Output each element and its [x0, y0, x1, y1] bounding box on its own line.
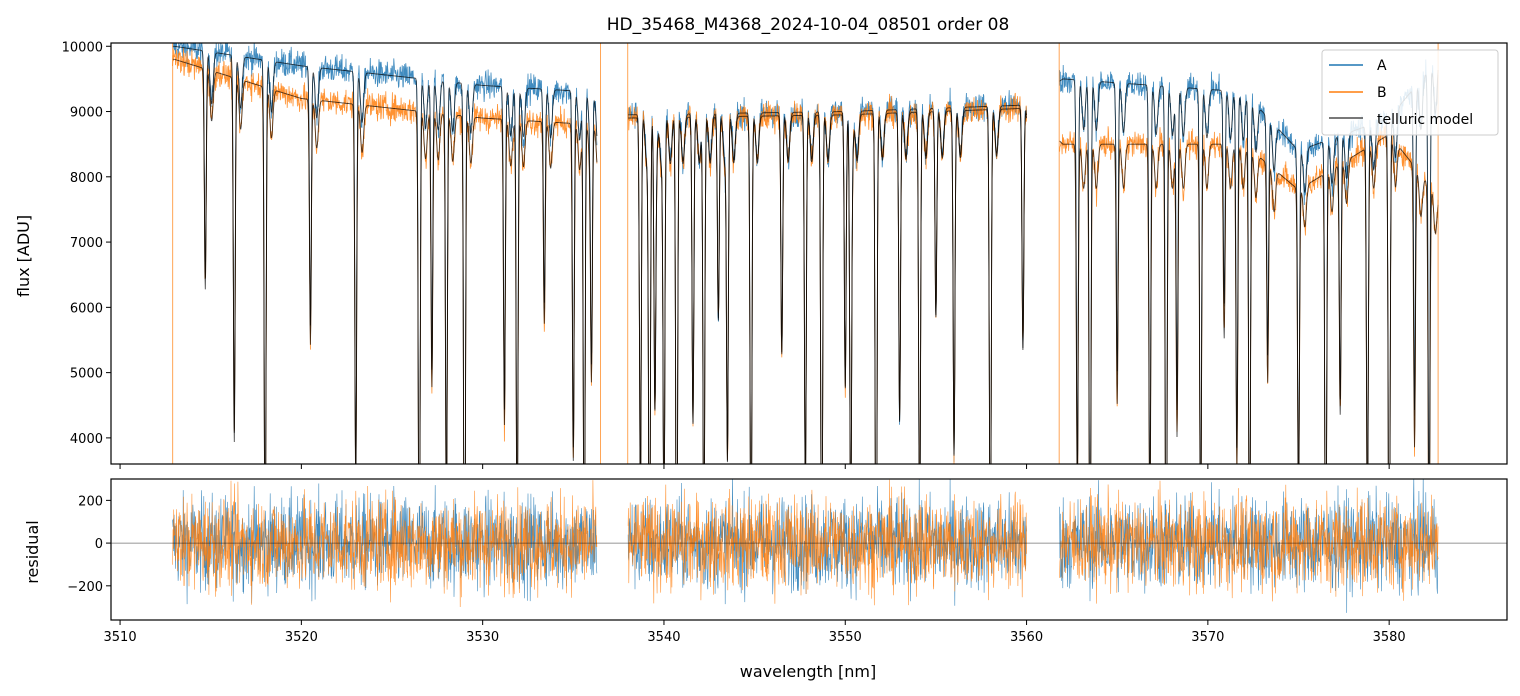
residual-y-ticks: −200 0 200	[67, 494, 111, 595]
residual-x-tick-label-6: 3570	[1191, 630, 1224, 645]
residual-y-axis-title: residual	[23, 520, 42, 583]
plot-title: HD_35468_M4368_2024-10-04_08501 order 08	[607, 15, 1010, 35]
residual-x-tick-label-3: 3540	[647, 630, 680, 645]
flux-y-ticks: 4000 5000 6000 7000 8000 9000 10000	[62, 40, 111, 447]
residual-x-tick-label-5: 3560	[1010, 630, 1043, 645]
series-b-residual-line	[172, 479, 1439, 608]
flux-series-group	[172, 43, 1439, 464]
flux-y-tick-label-5: 9000	[70, 106, 103, 121]
residual-y-tick-label-2: 200	[78, 494, 103, 509]
legend-box	[1321, 49, 1499, 136]
flux-y-tick-label-0: 4000	[70, 432, 103, 447]
flux-y-axis-title: flux [ADU]	[14, 215, 33, 297]
residual-y-tick-label-0: −200	[67, 580, 103, 595]
flux-x-ticks	[119, 464, 1390, 469]
residual-y-tick-label-1: 0	[95, 537, 103, 552]
legend: A B telluric model	[1321, 49, 1499, 136]
residual-x-ticks: 3510 3520 3530 3540 3550 3560 3570 3580	[104, 620, 1406, 645]
flux-axes-frame	[110, 42, 1508, 465]
flux-panel: 4000 5000 6000 7000 8000 9000 10000 flux [ADU]	[14, 40, 1508, 469]
legend-label-b: B	[1377, 85, 1387, 101]
x-axis-title: wavelength [nm]	[740, 662, 877, 681]
residual-panel: 3510 3520 3530 3540 3550 3560 3570 3580 −200 0 20…	[23, 478, 1508, 681]
flux-y-tick-label-6: 10000	[62, 40, 103, 55]
flux-y-tick-label-3: 7000	[70, 236, 103, 251]
telluric-model-line-b	[172, 58, 1439, 464]
residual-x-tick-label-1: 3520	[285, 630, 318, 645]
flux-y-tick-label-1: 5000	[70, 367, 103, 382]
residual-x-tick-label-0: 3510	[104, 630, 137, 645]
residual-x-tick-label-7: 3580	[1373, 630, 1406, 645]
legend-label-a: A	[1377, 58, 1387, 74]
residual-axes-frame	[110, 478, 1508, 621]
flux-y-tick-label-2: 6000	[70, 301, 103, 316]
residual-x-tick-label-2: 3530	[466, 630, 499, 645]
legend-label-telluric: telluric model	[1377, 112, 1473, 128]
residual-x-tick-label-4: 3550	[829, 630, 862, 645]
residual-series-group	[172, 479, 1439, 613]
flux-y-tick-label-4: 8000	[70, 171, 103, 186]
